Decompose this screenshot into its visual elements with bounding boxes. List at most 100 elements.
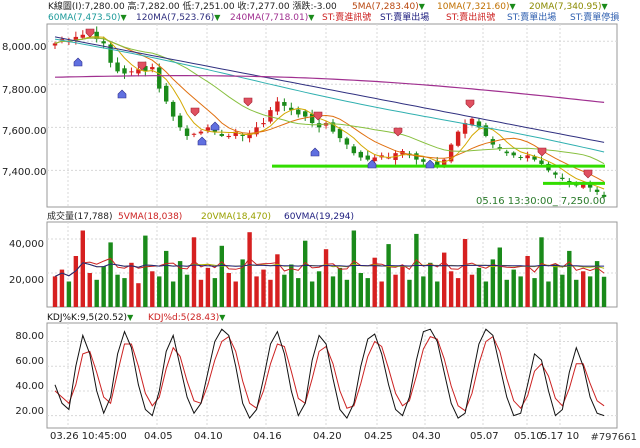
date-tick-0420: 04.20 <box>313 431 342 442</box>
volume-bar-50 <box>400 266 405 307</box>
candle-body-72 <box>553 172 558 175</box>
volume-bar-68 <box>525 256 530 307</box>
candle-body-26 <box>233 131 238 136</box>
ma120-legend: 120MA(7,523.76)▼ <box>136 13 221 23</box>
ma60-label: 60MA(7,473.50) <box>48 13 121 23</box>
candle-body-66 <box>511 152 516 156</box>
last-tick-label: 05.16 13:30:00_ 7,250.00 <box>476 196 606 207</box>
price-tick-7400: 7,400.00 <box>2 167 47 178</box>
volume-bar-23 <box>212 278 218 307</box>
kdj-panel-frame <box>46 322 618 429</box>
volume-bar-57 <box>448 271 454 307</box>
volume-bar-70 <box>539 237 544 307</box>
vma60-label: 60VMA(19,294) <box>284 212 355 222</box>
volume-bar-12 <box>136 283 141 307</box>
ma20-legend: 20MA(7,340.95)▼ <box>529 2 608 12</box>
volume-bar-17 <box>170 281 176 307</box>
volume-bar-65 <box>504 279 509 307</box>
ma120-label: 120MA(7,523.76) <box>136 13 215 23</box>
volume-bar-64 <box>497 247 502 307</box>
volume-bar-16 <box>164 250 169 307</box>
st-sell-out-signal: ST:賣出訊號 <box>446 13 496 23</box>
candle-body-4 <box>80 34 85 38</box>
kdj-tick-40: 40.00 <box>15 381 44 392</box>
exit-signal-marker-4 <box>310 147 320 157</box>
volume-bar-11 <box>129 262 134 307</box>
date-tick-0430: 04.30 <box>412 431 441 442</box>
ma5-legend: 5MA(7,283.40)▼ <box>352 2 425 12</box>
vma20-line <box>54 262 605 277</box>
ma5-label: 5MA(7,283.40) <box>352 2 419 12</box>
volume-bar-62 <box>483 281 489 307</box>
volume-bar-9 <box>115 274 120 307</box>
candle-body-30 <box>261 123 266 125</box>
volume-bar-51 <box>407 279 412 307</box>
candle-body-46 <box>372 157 377 162</box>
candle-body-28 <box>247 133 252 139</box>
exit-signal-marker-3 <box>210 121 220 131</box>
exit-signal-marker-6 <box>425 159 435 169</box>
volume-bar-67 <box>518 276 523 307</box>
candle-body-32 <box>275 101 280 112</box>
candle-body-60 <box>469 118 475 126</box>
volume-bar-4 <box>80 230 85 307</box>
volume-bar-47 <box>379 281 384 307</box>
volume-bar-15 <box>157 276 162 307</box>
watermark-label: #797661 <box>590 432 637 443</box>
sell-signal-marker-3 <box>243 97 253 107</box>
volume-bar-46 <box>372 257 377 307</box>
volume-bar-61 <box>476 267 482 307</box>
volume-bar-40 <box>330 276 336 307</box>
st-sell-exit-1: ST:賣單出場 <box>380 13 430 23</box>
candle-body-14 <box>150 67 155 70</box>
volume-bar-76 <box>581 271 586 307</box>
candle-body-27 <box>240 134 245 136</box>
date-tick-0517: 5.17 10 <box>541 431 580 442</box>
volume-bar-77 <box>587 276 593 307</box>
volume-bar-18 <box>177 261 183 307</box>
candle-body-0 <box>52 43 58 46</box>
kdj-d-line <box>54 335 605 412</box>
candle-body-45 <box>365 155 370 160</box>
st-sell-in-signal: ST:賣進訊號 <box>322 13 372 23</box>
volume-bar-58 <box>455 278 461 307</box>
candle-body-18 <box>177 115 183 128</box>
volume-bar-71 <box>546 281 551 307</box>
volume-bar-2 <box>66 281 72 307</box>
ma10-line <box>54 37 605 183</box>
volume-bar-29 <box>254 276 259 307</box>
volume-tick-40000: 40,000 <box>9 239 44 250</box>
volume-bar-60 <box>469 274 475 307</box>
candle-body-19 <box>184 128 190 136</box>
date-tick-0326: 03.26 10:45:00 <box>50 431 127 442</box>
ma10-legend: 10MA(7,321.60)▼ <box>437 2 516 12</box>
volume-bar-59 <box>462 239 468 307</box>
volume-bar-1 <box>59 269 65 307</box>
candle-body-64 <box>497 147 502 149</box>
volume-bar-74 <box>567 250 572 307</box>
candle-body-16 <box>164 85 169 102</box>
candle-body-25 <box>226 135 231 138</box>
volume-bar-30 <box>261 269 266 307</box>
candle-body-61 <box>476 121 482 128</box>
volume-bar-54 <box>428 262 433 307</box>
candle-body-68 <box>525 155 530 159</box>
volume-bar-75 <box>574 279 579 307</box>
volume-bar-66 <box>511 269 516 307</box>
candle-body-3 <box>73 36 79 41</box>
candle-body-9 <box>115 62 120 72</box>
candle-body-34 <box>289 107 294 111</box>
volume-bar-36 <box>303 240 308 307</box>
candle-body-44 <box>358 151 363 158</box>
sell-signal-marker-5 <box>393 127 403 137</box>
volume-bar-0 <box>52 276 58 307</box>
ma5-line <box>54 36 605 190</box>
price-tick-7600: 7,600.00 <box>2 126 47 137</box>
sell-signal-marker-6 <box>465 99 475 109</box>
volume-bar-37 <box>309 281 315 307</box>
exit-signal-marker-0 <box>73 57 83 67</box>
candle-body-24 <box>219 133 224 136</box>
candle-body-10 <box>122 68 127 74</box>
date-tick-0510: 05.10 <box>514 431 543 442</box>
